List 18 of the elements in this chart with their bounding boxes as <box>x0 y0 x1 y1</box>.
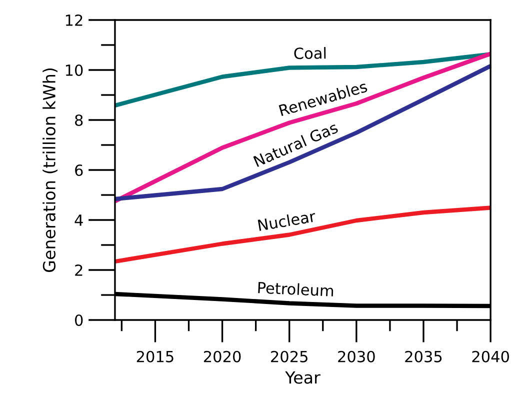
y-axis-title: Generation (trillion kWh) <box>42 68 58 272</box>
x-axis-title: Year <box>285 371 320 384</box>
x-tick-label: 2015 <box>136 350 174 362</box>
x-tick-label: 2035 <box>405 350 442 362</box>
x-tick-label: 2020 <box>204 350 241 362</box>
x-tick-label: 2025 <box>271 350 308 362</box>
x-tick-label: 2040 <box>472 350 509 362</box>
y-tick-label: 4 <box>74 214 83 226</box>
y-tick-label: 2 <box>75 264 82 276</box>
x-tick-label: 2030 <box>338 350 375 362</box>
series-label: Petroleum <box>258 282 334 297</box>
y-tick-label: 6 <box>75 164 83 176</box>
series-label: Coal <box>294 47 326 60</box>
y-tick-label: 8 <box>75 114 83 126</box>
y-tick-label: 10 <box>66 64 83 76</box>
y-tick-label: 0 <box>75 314 83 326</box>
y-tick-label: 12 <box>66 14 82 26</box>
text: Nuclear <box>258 210 316 232</box>
